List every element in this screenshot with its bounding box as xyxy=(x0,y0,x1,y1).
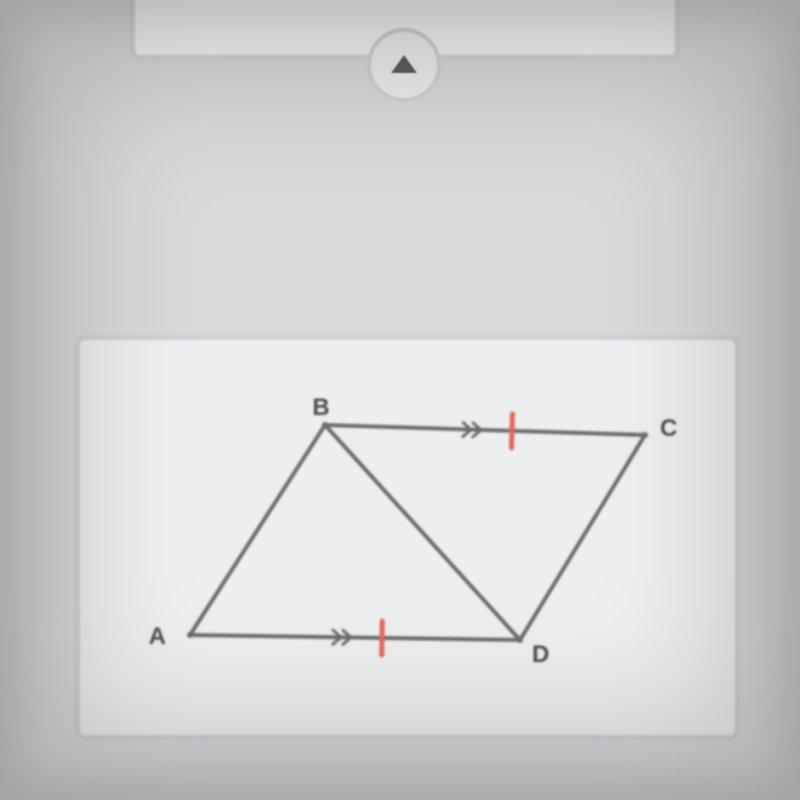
edge-AB xyxy=(190,425,325,635)
congruent-tick-AD xyxy=(382,621,383,655)
label-D: D xyxy=(532,641,549,668)
collapse-button[interactable] xyxy=(367,28,441,102)
edge-AD xyxy=(190,635,520,640)
edge-CD xyxy=(520,435,645,640)
edge-BD-diagonal xyxy=(325,425,520,640)
parallelogram-svg: A B C D xyxy=(80,340,735,735)
edge-BC xyxy=(325,425,645,435)
label-C: C xyxy=(660,415,677,442)
diagram-card: A B C D xyxy=(75,335,740,740)
label-B: B xyxy=(312,394,329,421)
label-A: A xyxy=(149,623,166,650)
triangle-up-icon xyxy=(391,55,417,73)
congruent-tick-BC xyxy=(511,414,512,448)
edges xyxy=(190,425,645,640)
